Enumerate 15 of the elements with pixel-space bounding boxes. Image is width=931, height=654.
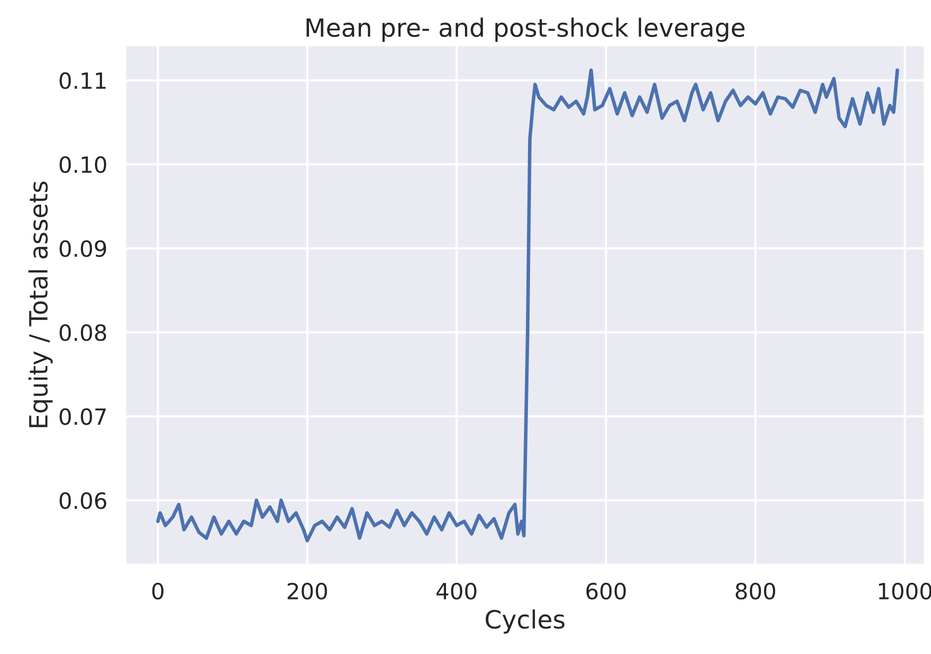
y-tick-label: 0.10 xyxy=(60,156,106,174)
x-axis-title: Cycles xyxy=(486,609,564,634)
y-axis-title: Equity / Total assets xyxy=(28,182,53,428)
x-tick-label: 800 xyxy=(736,582,776,600)
y-tick-label: 0.07 xyxy=(60,408,106,426)
y-tick-label: 0.08 xyxy=(60,324,106,342)
y-tick-label: 0.09 xyxy=(60,240,106,258)
chart-title: Mean pre- and post-shock leverage xyxy=(306,18,745,42)
x-tick-label: 600 xyxy=(586,582,626,600)
x-tick-label: 0 xyxy=(152,582,164,600)
line-series xyxy=(156,68,900,542)
x-tick-label: 200 xyxy=(288,582,327,600)
y-tick-label: 0.11 xyxy=(60,72,106,90)
y-tick-label: 0.06 xyxy=(60,492,106,510)
x-tick-label: 400 xyxy=(436,582,476,600)
